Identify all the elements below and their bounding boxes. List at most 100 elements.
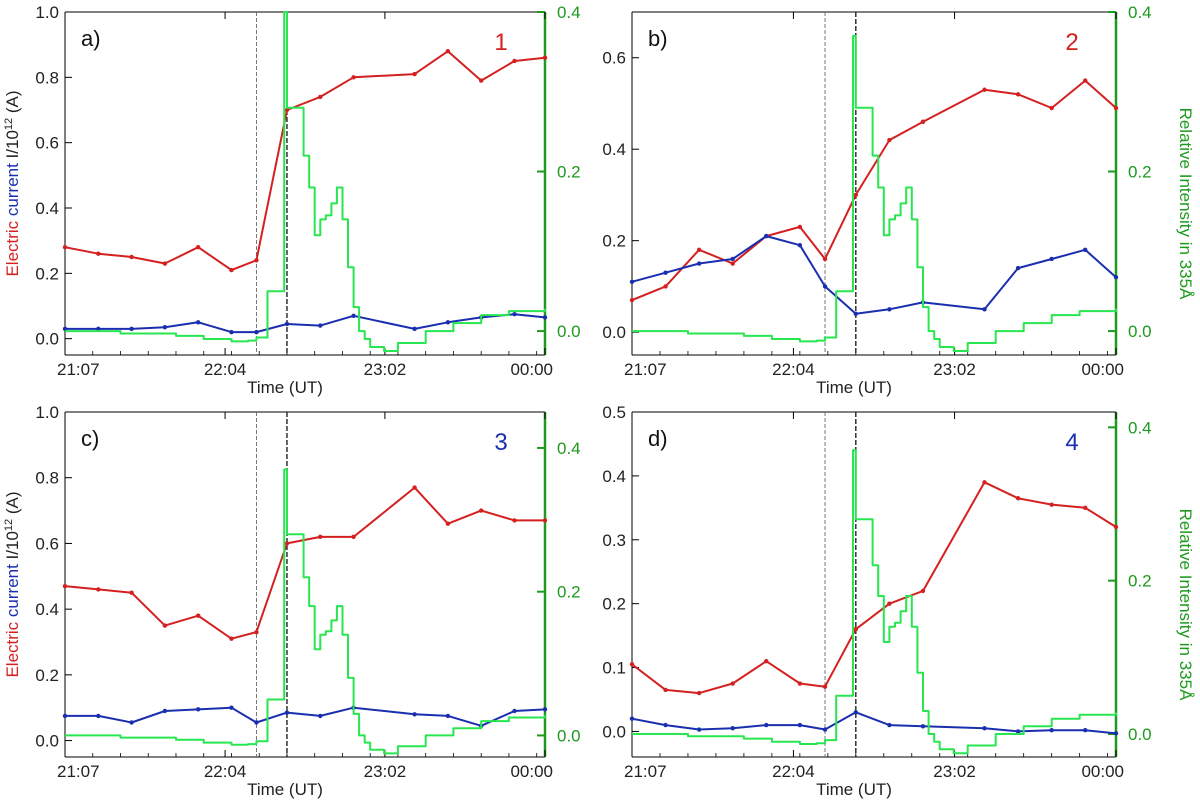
right-tick-label: 0.4 xyxy=(557,439,581,458)
right-tick-label: 0.4 xyxy=(557,3,581,22)
data-point xyxy=(1049,105,1054,111)
data-point xyxy=(764,233,769,239)
data-point xyxy=(318,94,323,100)
panel-label: d) xyxy=(648,426,668,451)
data-point xyxy=(920,724,926,729)
x-tick-label: 23:02 xyxy=(364,360,407,379)
data-point xyxy=(822,284,828,289)
data-point xyxy=(229,636,234,641)
data-point xyxy=(982,480,987,485)
right-tick-label: 0.2 xyxy=(557,583,581,602)
data-point xyxy=(129,326,134,332)
data-point xyxy=(696,261,702,266)
data-point xyxy=(445,521,451,526)
data-point xyxy=(318,713,323,719)
data-point xyxy=(730,726,735,731)
panel-number-label: 4 xyxy=(1065,429,1078,456)
data-point xyxy=(129,590,134,595)
data-point xyxy=(663,687,668,693)
data-point xyxy=(512,58,517,64)
data-point xyxy=(853,311,859,317)
left-tick-label: 0.0 xyxy=(35,732,59,751)
data-point xyxy=(730,681,735,686)
panel-label: a) xyxy=(81,26,101,51)
series-line-335-intensity xyxy=(65,468,546,755)
data-point xyxy=(1083,78,1088,83)
data-point xyxy=(797,224,803,230)
data-point xyxy=(1113,105,1119,111)
data-point xyxy=(1113,731,1119,736)
data-point xyxy=(542,707,548,712)
x-tick-label: 21:07 xyxy=(624,360,667,379)
right-tick-label: 0.0 xyxy=(1128,725,1152,744)
left-tick-label: 0.0 xyxy=(602,323,626,342)
data-point xyxy=(982,307,987,312)
data-point xyxy=(62,583,68,589)
data-point xyxy=(195,613,201,618)
data-point xyxy=(887,137,892,143)
series-line-335-intensity xyxy=(632,34,1117,352)
data-point xyxy=(1083,727,1088,733)
data-point xyxy=(542,55,548,60)
data-point xyxy=(1015,729,1021,734)
left-y-axis-label: Electric current I/1012 (A) xyxy=(3,90,22,276)
data-point xyxy=(797,722,803,728)
data-point xyxy=(512,518,517,523)
data-point xyxy=(96,326,101,332)
x-tick-label: 23:02 xyxy=(364,762,407,781)
data-point xyxy=(1083,247,1088,253)
right-y-axis-label: Relative Intensity in 335Å xyxy=(1176,108,1195,300)
left-y-label-part: I/10 xyxy=(3,531,22,559)
panel-3: 0.0 0.2 0.4 0.6 0.8 1.0 0.0 0.2 0.4 21:07 22:04 23:… xyxy=(3,403,581,799)
data-point xyxy=(445,320,451,325)
data-point xyxy=(1049,727,1054,733)
left-tick-label: 0.2 xyxy=(602,232,626,251)
series-line-blue-current xyxy=(631,235,1117,315)
data-point xyxy=(887,307,892,312)
right-tick-label: 0.2 xyxy=(1128,163,1152,182)
right-tick-label: 0.4 xyxy=(1128,418,1152,437)
data-point xyxy=(62,713,68,719)
series-line-red-current xyxy=(631,481,1117,695)
left-y-label-part: 12 xyxy=(3,118,15,130)
data-point xyxy=(412,485,417,490)
left-y-label-part: Electric xyxy=(3,617,22,677)
left-tick-label: 0.8 xyxy=(35,469,59,488)
data-point xyxy=(129,720,134,725)
panel-label: c) xyxy=(81,426,99,451)
series-line-red-current xyxy=(631,79,1117,302)
x-tick-label: 23:02 xyxy=(933,762,976,781)
left-tick-label: 0.3 xyxy=(602,531,626,550)
data-point xyxy=(764,722,769,728)
panel-number-label: 2 xyxy=(1065,29,1078,56)
x-axis-label: Time (UT) xyxy=(816,378,892,397)
x-tick-label: 00:00 xyxy=(510,762,553,781)
left-y-label-part: (A) xyxy=(3,90,22,117)
x-tick-label: 22:04 xyxy=(204,762,247,781)
left-y-label-part: I/10 xyxy=(3,130,22,158)
panel-label: b) xyxy=(648,26,668,51)
data-point xyxy=(412,712,417,717)
data-point xyxy=(1083,505,1088,511)
data-point xyxy=(254,258,259,263)
data-point xyxy=(1015,496,1021,501)
data-point xyxy=(982,87,987,92)
data-point xyxy=(629,716,635,721)
left-tick-label: 0.2 xyxy=(35,264,59,283)
data-point xyxy=(162,325,168,330)
data-point xyxy=(129,254,134,260)
data-point xyxy=(229,705,234,710)
data-point xyxy=(696,247,702,253)
x-tick-label: 22:04 xyxy=(772,360,815,379)
data-point xyxy=(351,75,356,80)
data-point xyxy=(254,329,259,335)
data-point xyxy=(853,627,859,632)
data-point xyxy=(195,707,201,712)
left-tick-label: 0.8 xyxy=(35,68,59,87)
data-point xyxy=(412,71,417,77)
data-point xyxy=(351,534,356,540)
data-point xyxy=(663,284,668,289)
x-tick-label: 00:00 xyxy=(1081,360,1124,379)
data-point xyxy=(982,726,987,731)
data-point xyxy=(1015,265,1021,271)
